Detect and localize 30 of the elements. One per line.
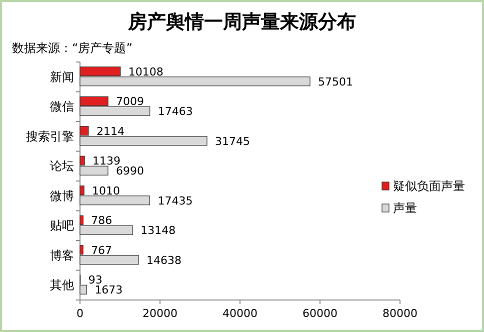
data-label: 31745	[214, 134, 250, 148]
legend-label: 疑似负面声量	[393, 179, 465, 193]
chart-title: 房产舆情一周声量来源分布	[127, 11, 356, 33]
x-tick-label: 20000	[142, 307, 178, 320]
data-label: 57501	[318, 75, 354, 88]
y-tick-label: 论坛	[50, 159, 74, 174]
x-tick-label: 0	[76, 307, 84, 320]
legend-label: 声量	[393, 201, 417, 215]
x-tick-label: 40000	[222, 307, 258, 320]
data-label: 2114	[96, 124, 124, 138]
y-tick-label: 其他	[50, 278, 74, 292]
data-label: 6990	[116, 164, 144, 178]
y-tick-label: 贴吧	[50, 218, 74, 233]
source-note: 数据来源：“房产专题”	[12, 41, 132, 55]
y-tick-label: 博客	[50, 248, 74, 262]
data-label: 7009	[116, 95, 144, 108]
y-tick-label: 微信	[50, 100, 74, 114]
data-label: 786	[91, 214, 112, 228]
data-label: 17435	[158, 194, 193, 208]
y-tick-label: 微博	[50, 188, 74, 203]
y-tick-label: 新闻	[50, 70, 74, 84]
x-tick-label: 80000	[382, 307, 418, 320]
data-label: 10108	[128, 65, 164, 78]
data-label: 1010	[92, 184, 120, 198]
data-label: 17463	[158, 105, 193, 118]
data-label: 13148	[140, 224, 176, 238]
x-tick-label: 60000	[302, 307, 338, 320]
y-tick-label: 搜索引擎	[26, 129, 74, 144]
data-label: 14638	[146, 254, 182, 267]
data-label: 767	[91, 244, 112, 257]
